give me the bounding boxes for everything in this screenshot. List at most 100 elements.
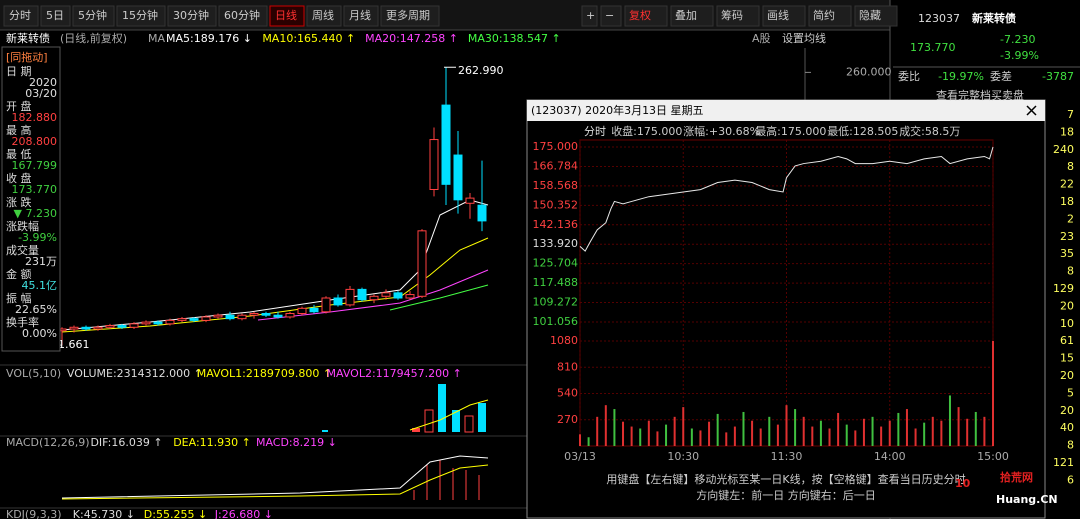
book-volume: 23	[1060, 230, 1074, 243]
candle-body	[333, 297, 343, 306]
info-value: 167.799	[12, 159, 58, 172]
info-value: ▼ 7.230	[14, 207, 57, 220]
volume-bar	[871, 416, 874, 446]
x-tick-label: 03/13	[564, 450, 596, 463]
order-book-link[interactable]: 查看完整档买卖盘	[936, 88, 1024, 102]
popup-close[interactable]	[1026, 105, 1037, 116]
info-label: 涨 跌	[6, 195, 32, 209]
x-tick-label: 11:30	[771, 450, 803, 463]
indicator-label: DEA:11.930 ↑	[173, 436, 251, 449]
book-volume: 2	[1067, 212, 1074, 225]
book-volume: 8	[1067, 265, 1074, 278]
tool-button[interactable]	[624, 5, 668, 27]
volume-bar	[759, 428, 762, 446]
watermark-logo: 10	[955, 477, 971, 490]
ratio-label: 委比	[898, 70, 920, 83]
volume-bar	[622, 421, 625, 446]
popup-header: 最低:128.505	[827, 125, 898, 138]
info-label: 开 盘	[6, 99, 32, 113]
y-tick-label: 260.000	[846, 65, 892, 78]
ma-value: MA5:189.176 ↓	[166, 32, 252, 45]
ma-line	[389, 284, 489, 311]
y-tick-label: 166.784	[533, 159, 579, 172]
tool-button[interactable]	[581, 5, 598, 27]
candle-body	[477, 204, 487, 222]
tool-label: 叠加	[675, 9, 697, 22]
candle-body	[381, 292, 391, 297]
popup-footer: 用键盘【左右键】移动光标至某一日K线，按【空格键】查看当日历史分时	[606, 472, 965, 486]
y-tick-label: 810	[557, 360, 578, 373]
period-label: 60分钟	[224, 8, 260, 22]
volume-bar	[974, 411, 977, 446]
popup-header: 成交:58.5万	[899, 124, 960, 138]
tool-button[interactable]	[762, 5, 806, 27]
tool-button[interactable]	[600, 5, 622, 27]
volume-bar	[914, 428, 917, 446]
tool-button[interactable]	[670, 5, 714, 27]
tool-button[interactable]	[808, 5, 852, 27]
watermark-url: Huang.CN	[996, 493, 1058, 506]
volume-bar	[768, 416, 771, 446]
period-label: 日线	[275, 8, 297, 22]
candle-body	[117, 325, 127, 328]
volume-bar	[656, 431, 659, 446]
ma-value: MA30:138.547 ↑	[468, 32, 561, 45]
period-button[interactable]	[116, 5, 166, 27]
tool-button[interactable]	[716, 5, 760, 27]
info-label: 最 高	[6, 123, 32, 137]
tool-label: 画线	[767, 8, 789, 22]
candle-body	[417, 230, 427, 297]
candle-body	[69, 326, 79, 330]
book-volume: 240	[1053, 143, 1074, 156]
volume-bar	[579, 434, 581, 446]
y-tick-label: 117.488	[533, 276, 579, 289]
macd-bars	[61, 455, 489, 500]
ma-value: MA10:165.440 ↑	[262, 32, 355, 45]
period-button[interactable]	[269, 5, 305, 27]
info-value: 173.770	[12, 183, 58, 196]
y-tick-label: 125.704	[533, 257, 579, 270]
book-volume: 15	[1060, 352, 1074, 365]
indicator-label: DIF:16.039 ↑	[90, 436, 162, 449]
volume-bar	[639, 428, 642, 446]
popup-titlebar	[527, 100, 1045, 121]
stock-name: 新莱转债	[6, 31, 50, 45]
y-tick-label: 158.568	[533, 179, 579, 192]
period-button[interactable]	[72, 5, 115, 27]
book-volume: 121	[1053, 456, 1074, 469]
period-button[interactable]	[380, 5, 440, 27]
info-label: 成交量	[6, 243, 39, 257]
popup-footer: 方向键左：前一日 方向键右：后一日	[696, 488, 876, 502]
volume-bar	[931, 416, 934, 446]
candle-body	[189, 318, 199, 321]
period-button[interactable]	[343, 5, 379, 27]
tool-button[interactable]	[854, 5, 898, 27]
indicator-label: MAVOL1:2189709.800 ↑	[197, 367, 332, 380]
volume-bar	[733, 426, 736, 446]
ratio-value: -19.97%	[938, 70, 984, 83]
period-label: 5分钟	[78, 8, 107, 22]
period-button[interactable]	[40, 5, 71, 27]
volume-bar	[888, 420, 891, 446]
volume-bar	[940, 420, 943, 446]
volume-bar	[587, 437, 590, 446]
info-label: 金 额	[6, 267, 32, 281]
ma-line	[257, 269, 489, 321]
book-volume: 129	[1053, 282, 1074, 295]
period-button[interactable]	[306, 5, 342, 27]
period-button[interactable]	[167, 5, 217, 27]
quote-name: 新莱转债	[972, 11, 1016, 25]
indicator-label: K:45.730 ↓	[73, 508, 135, 519]
book-volume: 18	[1060, 125, 1074, 138]
book-volume: 7	[1067, 108, 1074, 121]
candle-body	[309, 307, 319, 313]
period-button[interactable]	[218, 5, 268, 27]
candle-body	[129, 323, 139, 328]
x-tick-label: 14:00	[874, 450, 906, 463]
tool-label: −	[605, 9, 614, 22]
period-button[interactable]	[3, 5, 39, 27]
candle-body	[297, 307, 307, 315]
y-tick-label: 270	[557, 413, 578, 426]
popup-title: (123037) 2020年3月13日 星期五	[531, 103, 704, 117]
